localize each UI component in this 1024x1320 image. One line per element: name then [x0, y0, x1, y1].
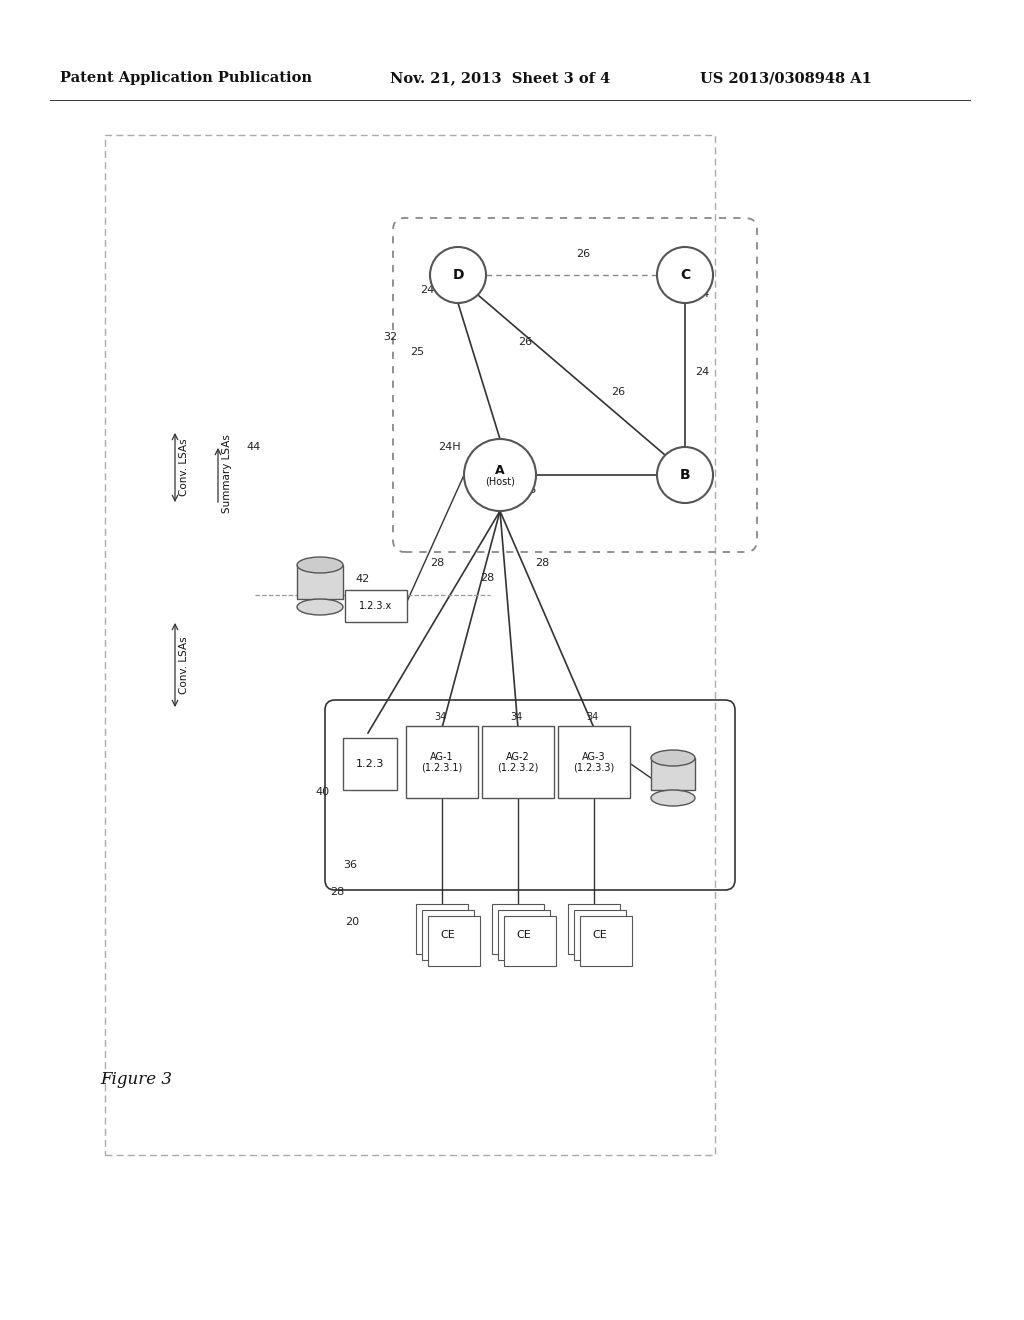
Text: 26: 26 — [575, 249, 590, 259]
Text: CE: CE — [593, 931, 607, 940]
FancyBboxPatch shape — [651, 758, 695, 789]
Text: 26: 26 — [518, 337, 532, 347]
Circle shape — [464, 440, 536, 511]
FancyBboxPatch shape — [558, 726, 630, 799]
FancyBboxPatch shape — [492, 904, 544, 954]
Text: 44: 44 — [246, 442, 260, 451]
Text: (1.2.3.1): (1.2.3.1) — [421, 763, 463, 774]
Text: B: B — [680, 469, 690, 482]
Circle shape — [657, 447, 713, 503]
Text: 34: 34 — [586, 711, 598, 722]
Text: AG-2: AG-2 — [506, 752, 529, 762]
Text: Summary LSAs: Summary LSAs — [222, 434, 232, 513]
Text: AG-3: AG-3 — [583, 752, 606, 762]
FancyBboxPatch shape — [574, 909, 626, 960]
Text: 26: 26 — [611, 387, 625, 397]
Text: 38: 38 — [677, 795, 691, 804]
Text: 26: 26 — [522, 484, 537, 495]
Text: (1.2.3.3): (1.2.3.3) — [573, 763, 614, 774]
FancyBboxPatch shape — [568, 904, 620, 954]
Text: 34: 34 — [510, 711, 522, 722]
Text: C: C — [680, 268, 690, 282]
Text: US 2013/0308948 A1: US 2013/0308948 A1 — [700, 71, 871, 84]
Text: 1.2.3.x: 1.2.3.x — [359, 601, 392, 611]
Text: 28: 28 — [430, 558, 444, 568]
Ellipse shape — [651, 789, 695, 807]
FancyBboxPatch shape — [343, 738, 397, 789]
Ellipse shape — [651, 750, 695, 766]
FancyBboxPatch shape — [297, 565, 343, 599]
Text: 40: 40 — [315, 787, 329, 797]
FancyBboxPatch shape — [406, 726, 478, 799]
Text: Conv. LSAs: Conv. LSAs — [179, 636, 189, 694]
FancyBboxPatch shape — [428, 916, 480, 966]
Text: CE: CE — [517, 931, 531, 940]
FancyBboxPatch shape — [422, 909, 474, 960]
Text: D: D — [453, 268, 464, 282]
Text: 20: 20 — [345, 917, 359, 927]
Text: 24H: 24H — [438, 442, 461, 451]
Text: Conv. LSAs: Conv. LSAs — [179, 438, 189, 496]
Text: 34: 34 — [434, 711, 446, 722]
Circle shape — [657, 247, 713, 304]
Text: 28: 28 — [535, 558, 549, 568]
Text: 24: 24 — [420, 285, 434, 294]
Text: Nov. 21, 2013  Sheet 3 of 4: Nov. 21, 2013 Sheet 3 of 4 — [390, 71, 610, 84]
FancyBboxPatch shape — [345, 590, 407, 622]
Text: Patent Application Publication: Patent Application Publication — [60, 71, 312, 84]
Text: (1.2.3.2): (1.2.3.2) — [498, 763, 539, 774]
Circle shape — [430, 247, 486, 304]
FancyBboxPatch shape — [580, 916, 632, 966]
Text: (Host): (Host) — [485, 477, 515, 487]
Text: Figure 3: Figure 3 — [100, 1072, 172, 1089]
Text: 36: 36 — [343, 861, 357, 870]
Text: 32: 32 — [383, 333, 397, 342]
Text: 1.2.3: 1.2.3 — [355, 759, 384, 770]
Text: 28: 28 — [330, 887, 344, 898]
Ellipse shape — [297, 599, 343, 615]
Text: AG-1: AG-1 — [430, 752, 454, 762]
Text: A: A — [496, 463, 505, 477]
FancyBboxPatch shape — [416, 904, 468, 954]
FancyBboxPatch shape — [504, 916, 556, 966]
FancyBboxPatch shape — [498, 909, 550, 960]
Text: 24: 24 — [695, 367, 710, 378]
Ellipse shape — [297, 557, 343, 573]
Text: 42: 42 — [355, 574, 370, 583]
Text: 28: 28 — [480, 573, 495, 583]
FancyBboxPatch shape — [482, 726, 554, 799]
Text: CE: CE — [440, 931, 456, 940]
Text: 25: 25 — [410, 347, 424, 356]
Text: 24: 24 — [695, 289, 710, 300]
